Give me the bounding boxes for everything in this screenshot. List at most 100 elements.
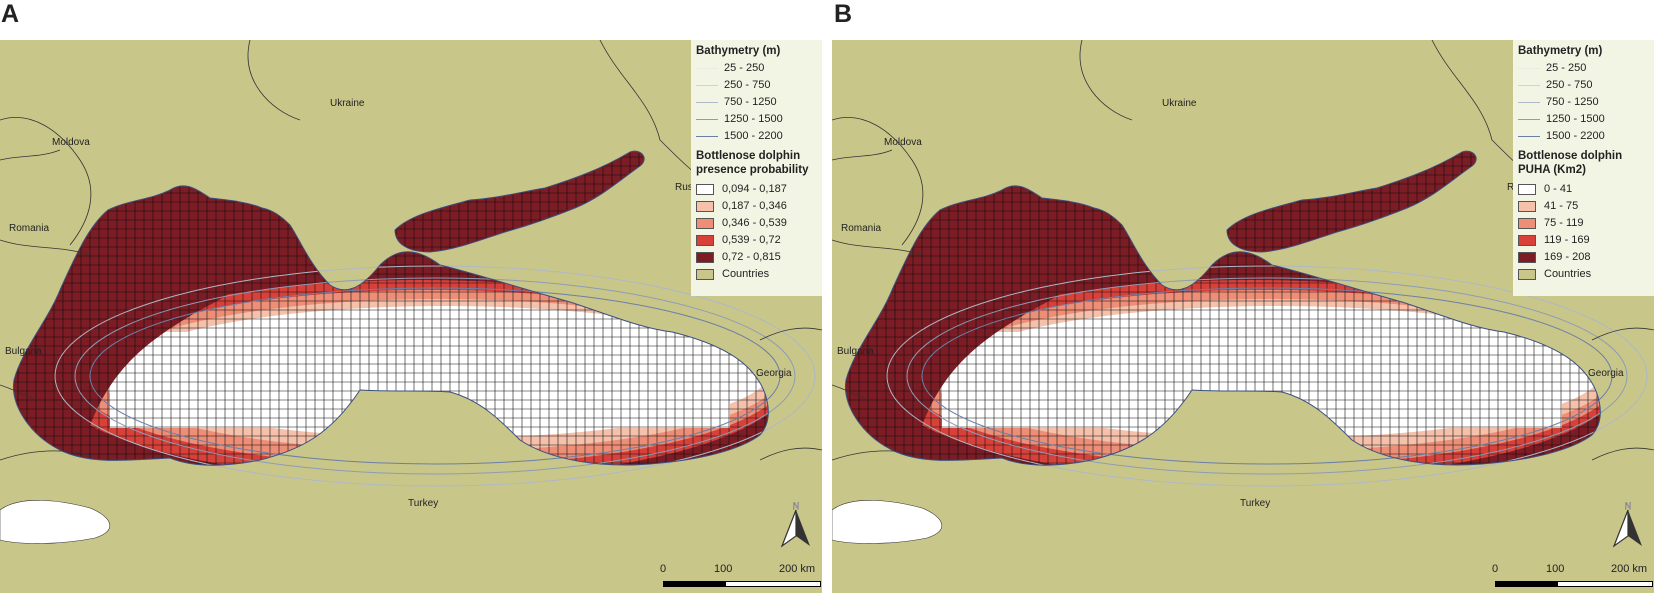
map-panel-b: Ukraine Moldova Romania Bulgaria Turkey … (832, 40, 1654, 593)
legend-bath-row: 1500 - 2200 (696, 128, 783, 144)
bathymetry-contour (906, 277, 1628, 475)
class-swatch (1518, 217, 1536, 229)
country-border (0, 117, 92, 246)
bath-line-swatch (696, 84, 718, 86)
bath-line-swatch (696, 67, 718, 69)
legend-bath-label: 1250 - 1500 (1546, 113, 1605, 125)
legend-class-label: 75 - 119 (1544, 217, 1584, 229)
label-ukraine: Ukraine (1162, 98, 1197, 109)
country-border (1079, 40, 1133, 121)
scale-segment-white (1557, 581, 1653, 587)
scale-tick-0: 0 (660, 563, 667, 575)
scale-tick-200: 200 km (779, 563, 816, 575)
legend-countries-label: Countries (722, 268, 770, 280)
legend-class-row: 0,346 - 0,539 (696, 215, 787, 231)
panel-b-letter: B (834, 0, 853, 28)
countries-swatch (696, 268, 714, 280)
legend-class-row: 0,094 - 0,187 (696, 181, 787, 197)
country-border (832, 149, 893, 161)
legend-bath-label: 25 - 250 (724, 62, 765, 74)
legend-class-label: 0,346 - 0,539 (722, 217, 787, 229)
map-canvas-b (832, 40, 1654, 593)
legend-class-row: 169 - 208 (1518, 249, 1590, 265)
bathymetry-contour (89, 287, 781, 465)
scale-segment-black (1495, 581, 1557, 587)
legend-class-label: 0 - 41 (1544, 183, 1573, 195)
legend-bathymetry-title: Bathymetry (m) (1518, 45, 1603, 57)
class-swatch (1518, 251, 1536, 263)
class-swatch (1518, 200, 1536, 212)
legend-bath-row: 25 - 250 (1518, 60, 1586, 76)
bathymetry-contour (74, 277, 796, 475)
legend-bath-label: 25 - 250 (1546, 62, 1587, 74)
legend-class-row: 119 - 169 (1518, 232, 1590, 248)
legend-class-label: 0,539 - 0,72 (722, 234, 781, 246)
legend-class-title-1: Bottlenose dolphin (1518, 150, 1623, 162)
scale-segment-white (725, 581, 821, 587)
legend-class-row: 0 - 41 (1518, 181, 1572, 197)
scale-bar-b: 0 100 200 km (1492, 563, 1654, 593)
scale-tick-100: 100 (1546, 563, 1565, 575)
bath-line-swatch (1518, 84, 1540, 86)
scale-tick-0: 0 (1492, 563, 1499, 575)
label-georgia: Georgia (756, 368, 792, 379)
bath-line-swatch (696, 101, 718, 103)
label-russia: Rus (675, 182, 693, 193)
country-border (0, 149, 61, 161)
country-border (832, 384, 868, 401)
legend-class-row: 75 - 119 (1518, 215, 1584, 231)
legend-class-label: 41 - 75 (1544, 200, 1579, 212)
scale-bar-a: 0 100 200 km (660, 563, 822, 593)
legend-bath-row: 1500 - 2200 (1518, 128, 1605, 144)
country-border (832, 117, 924, 246)
legend-class-row: 0,539 - 0,72 (696, 232, 781, 248)
legend-class-label: 0,187 - 0,346 (722, 200, 787, 212)
legend-class-label: 0,094 - 0,187 (722, 183, 787, 195)
legend-bath-label: 1250 - 1500 (724, 113, 783, 125)
bath-line-swatch (1518, 67, 1540, 69)
label-ukraine: Ukraine (330, 98, 365, 109)
legend-countries-row: Countries (696, 266, 769, 282)
legend-bath-row: 1250 - 1500 (696, 111, 783, 127)
label-turkey: Turkey (408, 498, 439, 509)
class-swatch (1518, 183, 1536, 195)
label-bulgaria: Bulgaria (837, 346, 874, 357)
north-label: N (792, 502, 799, 512)
country-border (0, 239, 91, 256)
country-border (1591, 327, 1654, 341)
sea-grid-layer (845, 151, 1601, 466)
legend-class-title-1: Bottlenose dolphin (696, 150, 801, 162)
legend-class-title-2: PUHA (Km2) (1518, 164, 1586, 176)
sea-grid-layer (13, 151, 769, 466)
north-arrow-icon: N (1608, 502, 1648, 548)
legend-bath-label: 250 - 750 (1546, 79, 1593, 91)
label-romania: Romania (9, 223, 50, 234)
country-border (759, 327, 822, 341)
coastline-azov (1226, 150, 1477, 253)
scale-tick-200: 200 km (1611, 563, 1648, 575)
legend-bathymetry-title: Bathymetry (m) (696, 45, 781, 57)
bath-line-swatch (696, 118, 718, 120)
country-border (0, 384, 36, 401)
legend-countries-label: Countries (1544, 268, 1592, 280)
bath-line-swatch (696, 135, 718, 137)
label-moldova: Moldova (52, 137, 90, 148)
country-border (759, 447, 822, 461)
legend-bath-label: 750 - 1250 (724, 96, 777, 108)
coastline (13, 185, 769, 466)
country-border (1591, 447, 1654, 461)
legend-class-title-2: presence probability (696, 164, 809, 176)
country-border (0, 450, 91, 461)
legend-countries-row: Countries (1518, 266, 1591, 282)
legend-bath-label: 1500 - 2200 (724, 130, 783, 142)
legend-class-label: 119 - 169 (1544, 234, 1590, 246)
countries-swatch (1518, 268, 1536, 280)
class-swatch (1518, 234, 1536, 246)
class-swatch (696, 200, 714, 212)
legend-bath-label: 250 - 750 (724, 79, 771, 91)
bathymetry-contour (886, 265, 1648, 487)
legend-bath-row: 1250 - 1500 (1518, 111, 1605, 127)
class-swatch (696, 234, 714, 246)
legend-class-row: 0,72 - 0,815 (696, 249, 781, 265)
class-swatch (696, 217, 714, 229)
